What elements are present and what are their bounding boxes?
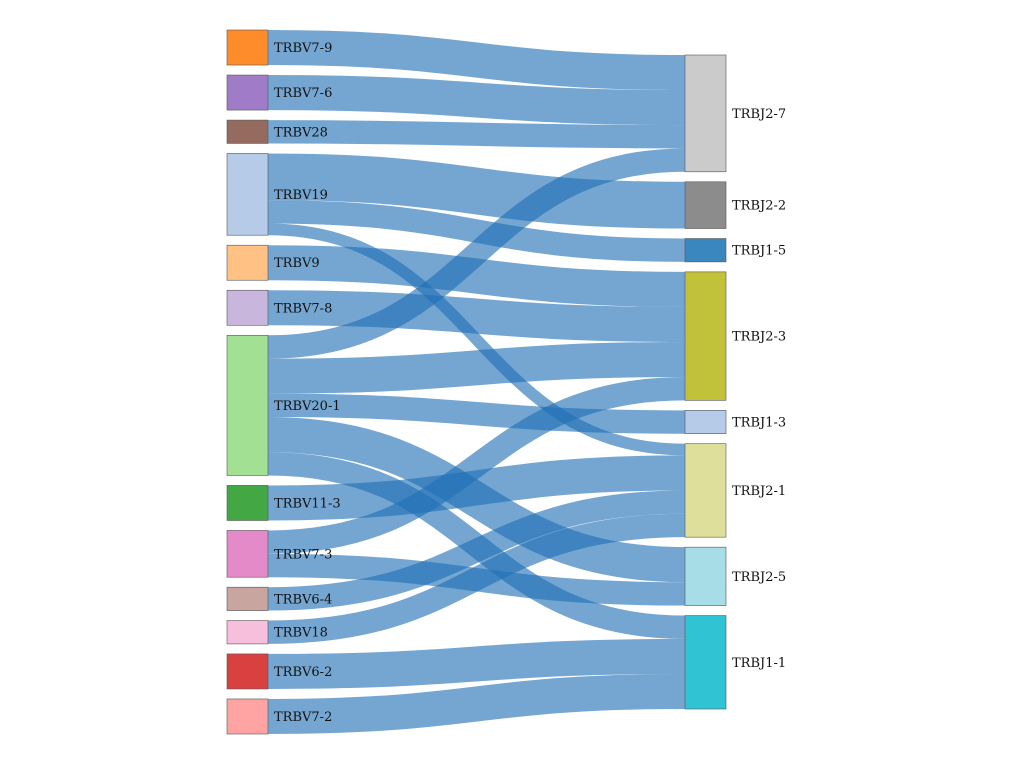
target-node-label: TRBJ2-1 [732,484,786,499]
source-node-label: TRBV7-2 [274,710,332,725]
source-node-bar [226,586,269,611]
link-trbv9-to-trbj2-3 [267,245,686,307]
source-node-trbv20-1: TRBV20-1 [226,334,341,476]
source-node-trbv7-9: TRBV7-9 [226,29,332,66]
source-node-bar [226,653,269,690]
link-trbv20-1-to-trbj2-7 [267,148,686,359]
source-node-trbv11-3: TRBV11-3 [226,485,341,521]
source-node-trbv6-4: TRBV6-4 [226,586,332,611]
target-node-bar [684,54,727,173]
source-node-bar [226,74,269,111]
target-node-label: TRBJ2-7 [732,107,786,122]
links-layer [267,30,686,734]
link-trbv19-to-trbj1-5 [267,200,686,262]
target-node-bar [684,546,727,606]
source-node-bar [226,698,269,735]
source-node-trbv7-3: TRBV7-3 [226,530,332,578]
target-node-bar [684,238,727,263]
source-node-trbv18: TRBV18 [226,620,328,645]
source-node-label: TRBV9 [274,256,320,271]
target-node-label: TRBJ2-5 [732,570,786,585]
link-trbv6-2-to-trbj1-1 [267,638,686,689]
target-node-bar [684,443,727,538]
link-trbv7-2-to-trbj1-1 [267,673,686,734]
link-trbv20-1-to-trbj2-5 [267,417,686,583]
source-node-label: TRBV18 [274,626,328,641]
source-node-label: TRBV7-9 [274,41,332,56]
target-node-trbj2-7: TRBJ2-7 [684,54,786,173]
target-node-trbj2-3: TRBJ2-3 [684,271,786,401]
source-node-label: TRBV7-8 [274,301,332,316]
source-node-trbv7-2: TRBV7-2 [226,698,332,735]
source-node-bar [226,485,269,521]
link-trbv19-to-trbj2-1 [267,223,686,456]
target-node-trbj2-2: TRBJ2-2 [684,181,786,229]
source-node-trbv6-2: TRBV6-2 [226,653,332,690]
source-node-label: TRBV6-2 [274,665,332,680]
target-node-bar [684,410,727,435]
source-node-bar [226,29,269,66]
target-node-label: TRBJ2-2 [732,199,786,214]
source-node-trbv28: TRBV28 [226,119,328,144]
link-trbv20-1-to-trbj1-1 [267,452,686,639]
source-node-label: TRBV19 [274,188,328,203]
link-trbv20-1-to-trbj1-3 [267,393,686,434]
target-node-trbj1-5: TRBJ1-5 [684,238,786,263]
link-trbv20-1-to-trbj2-3 [267,341,686,394]
link-trbv19-to-trbj2-2 [267,153,686,229]
link-trbv7-3-to-trbj2-5 [267,553,686,606]
source-node-trbv7-6: TRBV7-6 [226,74,332,111]
target-node-bar [684,615,727,710]
source-node-bar [226,244,269,281]
target-node-trbj2-5: TRBJ2-5 [684,546,786,606]
link-trbv28-to-trbj2-7 [267,120,686,149]
nodes-layer: TRBV7-9 TRBV7-6 TRBV28 TRBV19 TRBV9 TRBV7-8 TR… [226,29,786,735]
source-node-trbv9: TRBV9 [226,244,320,281]
source-node-bar [226,530,269,578]
source-node-label: TRBV7-3 [274,547,332,562]
target-node-label: TRBJ1-1 [732,656,786,671]
target-node-label: TRBJ1-3 [732,416,786,431]
target-node-trbj2-1: TRBJ2-1 [684,443,786,538]
target-node-bar [684,271,727,401]
source-node-label: TRBV11-3 [274,496,341,511]
source-node-bar [226,334,269,476]
source-node-trbv7-8: TRBV7-8 [226,289,332,326]
link-trbv7-6-to-trbj2-7 [267,75,686,126]
source-node-bar [226,289,269,326]
source-node-label: TRBV20-1 [274,399,341,414]
target-node-trbj1-1: TRBJ1-1 [684,615,786,710]
source-node-label: TRBV28 [274,125,328,140]
link-trbv7-9-to-trbj2-7 [267,30,686,91]
target-node-trbj1-3: TRBJ1-3 [684,410,786,435]
source-node-label: TRBV6-4 [274,592,332,607]
source-node-bar [226,153,269,236]
source-node-trbv19: TRBV19 [226,153,328,236]
target-node-bar [684,181,727,229]
source-node-bar [226,620,269,645]
target-node-label: TRBJ1-5 [732,244,786,259]
target-node-label: TRBJ2-3 [732,330,786,345]
link-trbv7-3-to-trbj2-3 [267,377,686,554]
source-node-bar [226,119,269,144]
link-trbv7-8-to-trbj2-3 [267,290,686,342]
source-node-label: TRBV7-6 [274,86,332,101]
